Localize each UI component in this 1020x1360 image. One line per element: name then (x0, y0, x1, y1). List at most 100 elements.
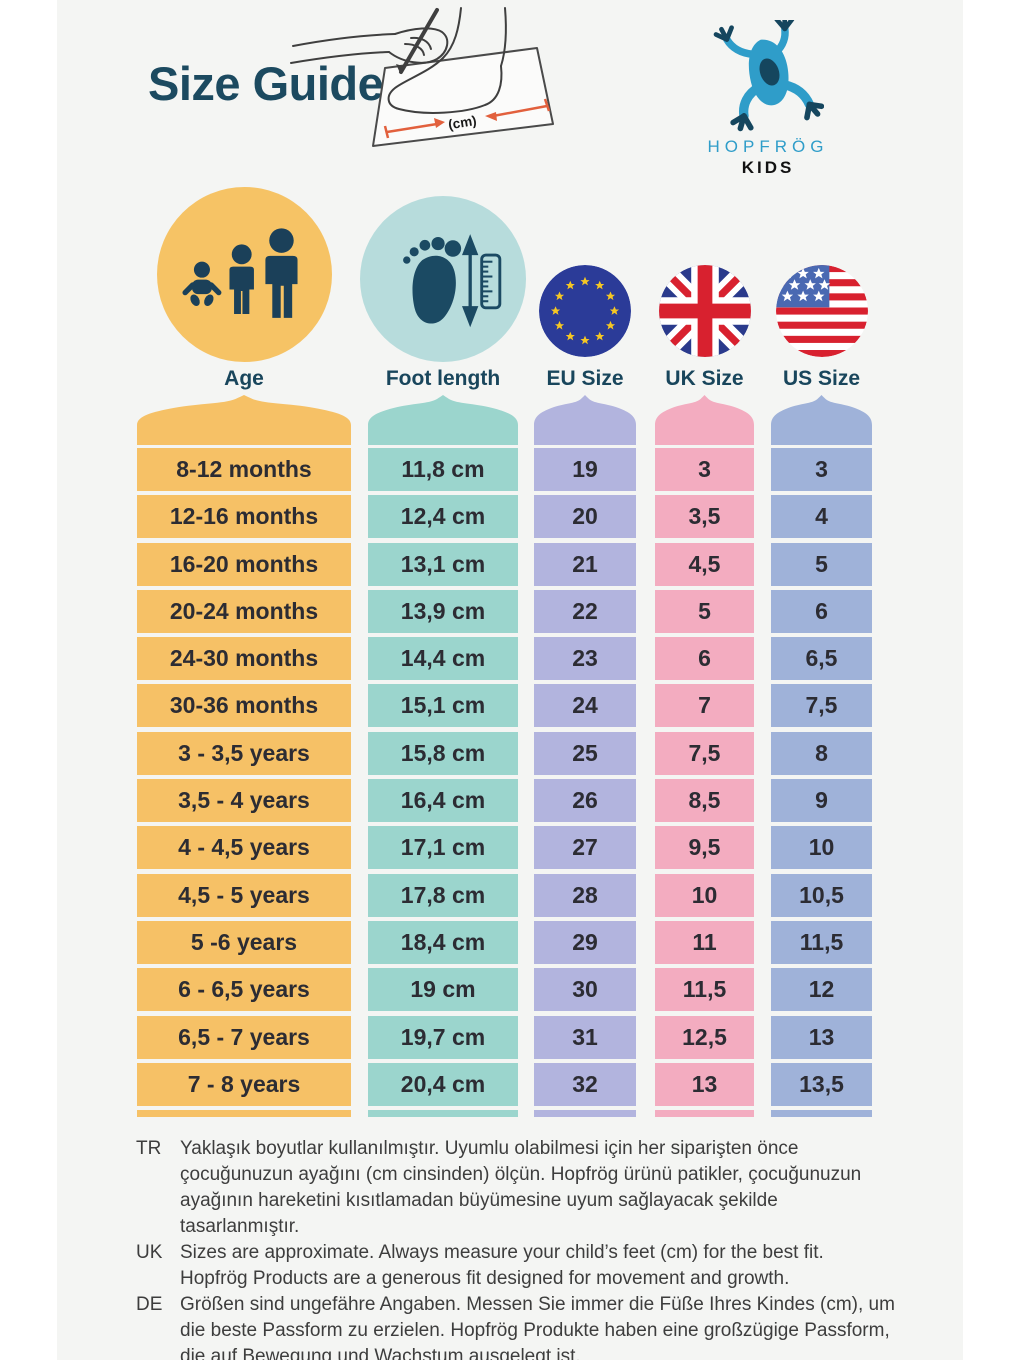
size-cell-uk: 8,5 (655, 779, 754, 823)
cm-measure-arrows (383, 98, 551, 139)
footnote-lang-tr: TR (136, 1138, 162, 1159)
eu-flag-icon (539, 265, 631, 357)
size-cell-uk: 11,5 (655, 968, 754, 1012)
size-cell-uk: 13 (655, 1062, 754, 1106)
foot-outline (387, 7, 507, 114)
footnote-text-de: Größen sind ungefähre Angaben. Messen Si… (180, 1294, 895, 1360)
size-cell-foot: 11,8 cm (368, 448, 518, 491)
size-cell-us: 4 (771, 495, 872, 539)
column-rows-foot: 11,8 cm 12,4 cm 13,1 cm 13,9 cm 14,4 cm 15,1 … (368, 448, 518, 1118)
size-cell-age: 8-12 months (137, 448, 351, 491)
size-cell-uk: 12,5 (655, 1015, 754, 1059)
column-label-us-size: US Size (782, 366, 861, 390)
size-cell-eu: 27 (534, 826, 636, 870)
column-us-size: US Size 3 4 5 6 6,5 7,5 8 9 10 10,5 11,5 12 13 13,5 (771, 190, 872, 1118)
size-cell-foot: 19,7 cm (368, 1015, 518, 1059)
size-cell-foot: 19 cm (368, 968, 518, 1012)
column-arch-uk (655, 395, 754, 445)
size-cell-age: 4 - 4,5 years (137, 826, 351, 870)
size-cell-foot: 15,1 cm (368, 684, 518, 728)
size-cell-us: 11,5 (771, 920, 872, 964)
frog-icon (713, 14, 825, 132)
footnote-uk: UK Sizes are approximate. Always measure… (136, 1240, 896, 1292)
footnote-lang-uk: UK (136, 1242, 163, 1263)
size-cell-foot: 13,1 cm (368, 542, 518, 586)
size-cell-eu: 32 (534, 1062, 636, 1106)
size-cell-us: 13,5 (771, 1062, 872, 1106)
column-arch-eu (534, 395, 636, 445)
size-cell-eu: 23 (534, 637, 636, 681)
size-cell-age: 20-24 months (137, 589, 351, 633)
clipped-row-eu (534, 1110, 636, 1118)
size-cell-age: 3 - 3,5 years (137, 731, 351, 775)
size-cell-age: 6 - 6,5 years (137, 968, 351, 1012)
size-cell-us: 3 (771, 448, 872, 491)
footnote-de: DE Größen sind ungefähre Angaben. Messen… (136, 1292, 896, 1360)
brand-logo: HOPFRÖG KIDS (688, 14, 848, 178)
size-cell-eu: 21 (534, 542, 636, 586)
size-cell-age: 24-30 months (137, 637, 351, 681)
size-cell-uk: 5 (655, 589, 754, 633)
size-cell-uk: 10 (655, 873, 754, 917)
size-cell-eu: 24 (534, 684, 636, 728)
page-title: Size Guide (148, 57, 384, 110)
size-cell-uk: 3,5 (655, 495, 754, 539)
size-table: Age 8-12 months 12-16 months 16-20 months 2… (137, 187, 872, 1118)
size-cell-us: 6,5 (771, 637, 872, 681)
size-cell-foot: 17,8 cm (368, 873, 518, 917)
footnote-lang-de: DE (136, 1294, 163, 1315)
us-flag-icon (775, 265, 868, 357)
us-flag-circle (775, 265, 868, 357)
size-cell-foot: 15,8 cm (368, 731, 518, 775)
size-cell-us: 7,5 (771, 684, 872, 728)
column-rows-age: 8-12 months 12-16 months 16-20 months 20-24… (137, 448, 351, 1118)
column-uk-size: UK Size 3 3,5 4,5 5 6 7 7,5 8,5 9,5 10 11 11,5 12,5 1… (655, 190, 754, 1118)
clipped-row-foot (368, 1110, 518, 1118)
size-cell-us: 6 (771, 589, 872, 633)
size-cell-eu: 28 (534, 873, 636, 917)
eu-flag-circle (539, 265, 631, 357)
size-cell-age: 6,5 - 7 years (137, 1015, 351, 1059)
size-cell-eu: 19 (534, 448, 636, 491)
column-arch-us (771, 395, 872, 445)
column-label-foot-length: Foot length (385, 366, 501, 390)
clipped-row-us (771, 1110, 872, 1118)
column-arch-foot (368, 395, 518, 445)
foot-length-icon-circle (360, 196, 526, 362)
uk-flag-circle (658, 265, 751, 357)
size-cell-us: 13 (771, 1015, 872, 1059)
brand-subname: KIDS (741, 158, 795, 177)
size-cell-age: 30-36 months (137, 684, 351, 728)
size-cell-age: 16-20 months (137, 542, 351, 586)
size-cell-us: 9 (771, 779, 872, 823)
size-cell-foot: 13,9 cm (368, 589, 518, 633)
size-cell-foot: 16,4 cm (368, 779, 518, 823)
size-cell-age: 12-16 months (137, 495, 351, 539)
column-age: Age 8-12 months 12-16 months 16-20 months 2… (137, 187, 351, 1118)
age-icon-circle (156, 187, 332, 362)
column-eu-size: EU Size 19 20 21 22 23 24 25 26 27 28 29 30 31 32 (534, 190, 636, 1118)
size-cell-foot: 18,4 cm (368, 920, 518, 964)
size-cell-age: 7 - 8 years (137, 1062, 351, 1106)
column-foot-length: Foot length 11,8 cm 12,4 cm 13,1 cm 13,9 cm… (360, 190, 526, 1118)
paper-sheet (372, 47, 554, 147)
foot-measuring-illustration: (cm) (290, 7, 554, 147)
size-cell-eu: 29 (534, 920, 636, 964)
size-cell-age: 5 -6 years (137, 920, 351, 964)
size-cell-age: 4,5 - 5 years (137, 873, 351, 917)
size-cell-us: 12 (771, 968, 872, 1012)
size-cell-foot: 17,1 cm (368, 826, 518, 870)
size-cell-eu: 31 (534, 1015, 636, 1059)
column-arch-age (137, 395, 351, 445)
size-cell-foot: 12,4 cm (368, 495, 518, 539)
column-label-age: Age (224, 366, 264, 390)
size-cell-us: 5 (771, 542, 872, 586)
column-rows-uk: 3 3,5 4,5 5 6 7 7,5 8,5 9,5 10 11 11,5 12,5 13 (655, 448, 754, 1118)
column-rows-us: 3 4 5 6 6,5 7,5 8 9 10 10,5 11,5 12 13 13,5 (771, 448, 872, 1118)
size-cell-eu: 22 (534, 589, 636, 633)
size-cell-eu: 30 (534, 968, 636, 1012)
family-icon (182, 227, 298, 318)
size-cell-uk: 7,5 (655, 731, 754, 775)
column-rows-eu: 19 20 21 22 23 24 25 26 27 28 29 30 31 32 (534, 448, 636, 1118)
